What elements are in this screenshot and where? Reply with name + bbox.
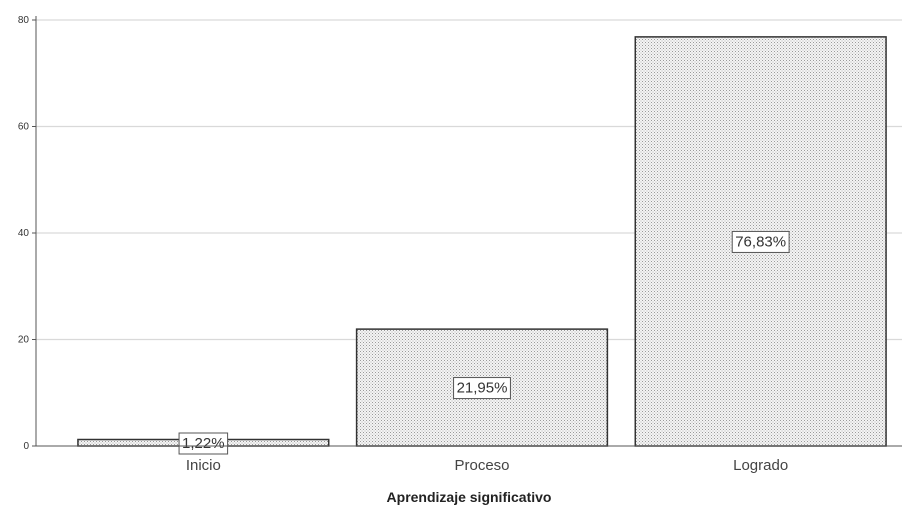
- data-label-proceso: 21,95%: [453, 377, 511, 400]
- x-label-proceso: Proceso: [454, 457, 509, 474]
- data-label-inicio: 1,22%: [178, 432, 229, 455]
- data-label-text-proceso: 21,95%: [457, 380, 508, 397]
- y-tick-label-80: 80: [18, 15, 30, 26]
- data-label-box-logrado: [731, 230, 790, 253]
- x-axis-title: Aprendizaje significativo: [387, 489, 552, 505]
- data-label-box-proceso: [453, 377, 511, 400]
- y-tick-label-20: 20: [18, 335, 30, 346]
- data-label-text-logrado: 76,83%: [735, 233, 786, 250]
- x-axis-category-labels: Inicio Proceso Logrado: [186, 457, 788, 474]
- data-label-box-inicio: [178, 432, 229, 455]
- data-labels: 1,22% 21,95% 76,83%: [178, 230, 790, 455]
- x-label-logrado: Logrado: [733, 457, 788, 474]
- y-axis-ticks: 0 20 40 60 80: [18, 15, 36, 452]
- x-label-inicio: Inicio: [186, 457, 221, 474]
- y-tick-label-40: 40: [18, 228, 30, 239]
- y-tick-label-60: 60: [18, 122, 30, 133]
- data-label-text-inicio: 1,22%: [182, 435, 225, 452]
- data-label-logrado: 76,83%: [731, 230, 790, 253]
- y-tick-label-0: 0: [23, 441, 29, 452]
